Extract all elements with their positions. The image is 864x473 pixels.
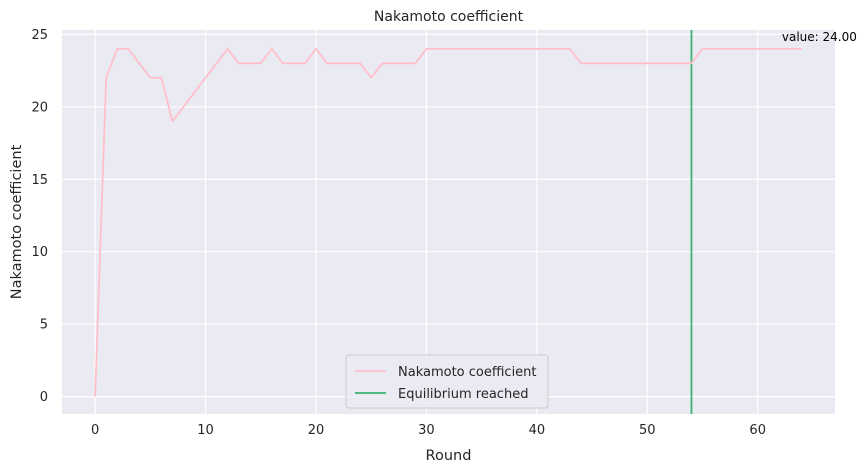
x-tick-label: 50: [639, 423, 656, 438]
legend-label-nakamoto: Nakamoto coefficient: [398, 365, 537, 380]
x-axis-label: Round: [426, 448, 472, 464]
plot-background: [62, 30, 835, 414]
x-tick-label: 20: [308, 423, 325, 438]
y-tick-label: 0: [40, 390, 48, 405]
legend-box: [345, 354, 549, 409]
y-tick-label: 20: [31, 100, 48, 115]
legend-label-equilibrium: Equilibrium reached: [398, 387, 528, 402]
x-tick-label: 40: [529, 423, 546, 438]
y-tick-label: 5: [40, 318, 48, 333]
y-tick-label: 25: [31, 28, 48, 43]
x-tick-label: 30: [418, 423, 435, 438]
y-tick-label: 15: [31, 173, 48, 188]
value-annotation: value: 24.00: [782, 30, 857, 44]
y-tick-label: 10: [31, 245, 48, 260]
y-tick-labels: 0 5 10 15 20 25: [31, 28, 48, 405]
x-tick-label: 10: [197, 423, 214, 438]
chart-title: Nakamoto coefficient: [374, 9, 524, 25]
y-axis-label: Nakamoto coefficient: [9, 144, 25, 299]
series-lines: [94, 47, 802, 397]
x-tick-label: 60: [749, 423, 766, 438]
grid-lines: [62, 30, 835, 414]
series-line-nakamoto: [94, 47, 802, 397]
x-tick-label: 0: [91, 423, 99, 438]
x-tick-labels: 0 10 20 30 40 50 60: [91, 423, 766, 438]
legend: Nakamoto coefficient Equilibrium reached: [345, 354, 549, 409]
